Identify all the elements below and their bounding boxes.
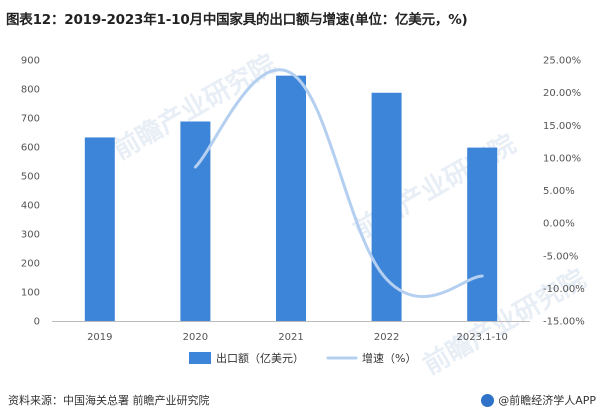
left-tick-label: 600	[21, 143, 40, 154]
left-tick-label: 400	[21, 201, 40, 212]
right-tick-label: -10.00%	[543, 284, 585, 295]
left-axis-ticks: 0 100 200 300 400 500 600 700 800 900	[21, 56, 40, 328]
credit-text: @前瞻经济学人APP	[498, 394, 596, 407]
x-tick-label: 2023.1-10	[457, 332, 508, 343]
left-tick-label: 200	[21, 259, 40, 270]
logo-icon	[481, 393, 495, 407]
page-title: 图表12：2019-2023年1-10月中国家具的出口额与增速(单位：亿美元，%…	[6, 12, 468, 28]
left-tick-label: 300	[21, 230, 40, 241]
x-tick-label: 2019	[87, 332, 112, 343]
right-tick-label: 10.00%	[543, 153, 581, 164]
bar	[276, 75, 306, 321]
right-tick-label: 5.00%	[543, 186, 575, 197]
left-tick-label: 800	[21, 85, 40, 96]
x-axis-ticks: 2019 2020 2021 2022 2023.1-10	[87, 332, 508, 343]
source-note: 资料来源：中国海关总署 前瞻产业研究院	[8, 394, 210, 407]
left-tick-label: 700	[21, 114, 40, 125]
legend-label-bar: 出口额（亿美元）	[216, 351, 304, 365]
line-series	[193, 68, 484, 299]
right-tick-label: -15.00%	[543, 317, 585, 328]
right-axis-ticks: -15.00% -10.00% -5.00% 0.00% 5.00% 10.00% 15.0…	[543, 56, 585, 328]
credit: @前瞻经济学人APP	[481, 392, 596, 408]
right-tick-label: 15.00%	[543, 121, 581, 132]
bar	[84, 137, 115, 321]
right-tick-label: 25.00%	[543, 56, 581, 67]
x-tick-label: 2022	[374, 332, 399, 343]
legend: 出口额（亿美元） 增速（%）	[189, 351, 416, 365]
right-tick-label: 20.00%	[543, 88, 581, 99]
right-tick-label: -5.00%	[543, 251, 578, 262]
growth-line	[193, 68, 484, 299]
bar-series	[84, 75, 498, 321]
left-tick-label: 100	[21, 288, 40, 299]
left-tick-label: 0	[34, 317, 40, 328]
left-tick-label: 900	[21, 56, 40, 67]
legend-swatch-bar	[189, 352, 211, 364]
bar	[371, 92, 402, 321]
bar	[467, 147, 498, 321]
right-tick-label: 0.00%	[543, 219, 575, 230]
x-tick-label: 2020	[183, 332, 208, 343]
x-tick-label: 2021	[278, 332, 303, 343]
left-tick-label: 500	[21, 172, 40, 183]
legend-label-line: 增速（%）	[362, 351, 416, 365]
